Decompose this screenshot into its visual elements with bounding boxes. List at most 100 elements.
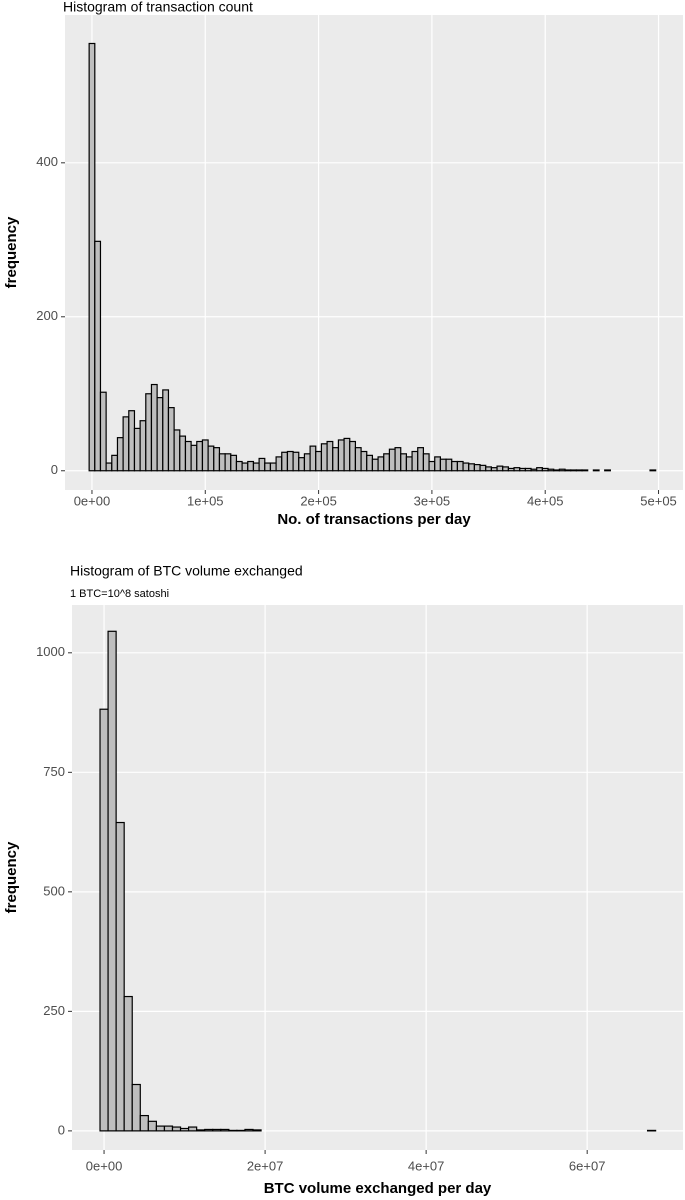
bar [547,468,555,472]
bar [139,1114,149,1132]
bar [513,467,521,472]
bar [292,451,300,472]
bar [570,469,577,472]
bar [207,445,215,472]
x-tick-label: 5e+05 [640,493,677,508]
y-tick-label: 0 [58,1122,65,1137]
bar [473,463,481,472]
bar [218,453,226,472]
bar [150,383,158,472]
bar [320,443,328,472]
y-tick-label: 500 [43,883,65,898]
bar [212,1128,222,1132]
bar [269,462,277,472]
bar [264,462,272,472]
bar [536,467,543,472]
bar [315,450,323,472]
x-tick-label: 0e+00 [86,1158,123,1173]
panel [72,605,683,1150]
bar [326,440,334,472]
bar [213,447,221,472]
x-axis-label: BTC volume exchanged per day [264,1180,492,1197]
bar [479,464,487,472]
bar [156,397,164,472]
x-tick-label: 6e+07 [569,1158,606,1173]
x-axis-label: No. of transactions per day [277,511,471,528]
bar [468,463,475,472]
bar [116,437,124,472]
bar [220,1128,230,1132]
bar [162,389,170,472]
bar [490,467,498,472]
bar [252,462,260,472]
bar [122,416,130,472]
bar [201,439,209,472]
bar [388,448,396,472]
bar [553,469,560,472]
bar [99,391,107,472]
bar [107,630,117,1132]
bar [88,42,96,472]
x-tick-label: 3e+05 [414,493,451,508]
bar [394,447,402,472]
y-axis-label: frequency [3,841,20,913]
bar [167,407,175,472]
bar [196,440,204,472]
bar [247,460,255,472]
bar [502,466,509,472]
bar [99,708,109,1132]
bar [286,450,294,472]
bar [349,440,357,472]
bar [187,1126,198,1132]
chart-subtitle: 1 BTC=10^8 satoshi [70,588,169,600]
x-tick-label: 4e+07 [408,1158,445,1173]
bar [428,460,436,472]
bar [128,410,136,472]
bar [649,469,657,472]
bar [196,1129,206,1132]
bar [558,468,566,472]
bar [123,995,133,1132]
y-tick-label: 0 [51,462,58,477]
bar [383,453,391,472]
bar [147,1120,157,1132]
bar [371,458,379,472]
x-tick-label: 2e+05 [300,493,337,508]
y-tick-label: 1000 [36,644,65,659]
bar [131,1083,141,1132]
bar [451,460,458,472]
bar [575,469,583,472]
bar [139,420,147,472]
bar [244,1128,254,1132]
bar [524,467,532,472]
chart-title: Histogram of transaction count [63,0,253,15]
bar [258,457,266,472]
bar [456,460,464,472]
bar [507,467,515,472]
y-tick-label: 400 [36,154,58,169]
bar [360,450,368,472]
bar [190,444,198,472]
bar [411,450,419,472]
bar [111,454,119,472]
bar [163,1125,174,1132]
bar [354,447,362,472]
bar [462,462,470,472]
bar [400,453,408,472]
bar [171,1126,182,1132]
bar [422,453,430,472]
bar [309,445,317,472]
y-axis-label: frequency [3,216,20,288]
y-tick-label: 200 [36,308,58,323]
bar [275,456,283,472]
x-tick-label: 2e+07 [247,1158,284,1173]
bar [592,469,600,472]
bar [366,454,374,472]
bar [303,453,311,472]
bar [298,457,306,472]
bar [133,427,141,472]
bar [541,467,549,472]
y-tick-label: 250 [43,1003,65,1018]
bar [105,462,113,472]
